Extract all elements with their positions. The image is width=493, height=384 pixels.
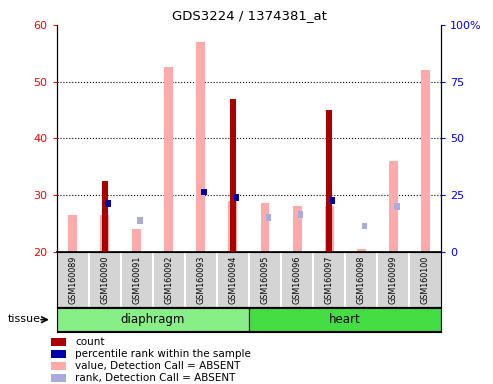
Title: GDS3224 / 1374381_at: GDS3224 / 1374381_at [172, 9, 326, 22]
Bar [106, 200, 111, 207]
Bar [132, 229, 141, 252]
Bar [196, 42, 206, 252]
Text: GSM160099: GSM160099 [388, 256, 398, 305]
Bar [394, 203, 399, 210]
Bar [326, 110, 332, 252]
Text: GSM160090: GSM160090 [100, 256, 109, 305]
Text: value, Detection Call = ABSENT: value, Detection Call = ABSENT [75, 361, 241, 371]
Text: GSM160089: GSM160089 [68, 256, 77, 305]
Bar [298, 211, 303, 218]
Text: GSM160098: GSM160098 [356, 256, 366, 305]
Text: count: count [75, 337, 105, 347]
Bar [362, 223, 367, 229]
Text: rank, Detection Call = ABSENT: rank, Detection Call = ABSENT [75, 373, 236, 383]
Text: heart: heart [329, 313, 361, 326]
Bar [51, 350, 67, 358]
Bar [51, 338, 67, 346]
Text: GSM160096: GSM160096 [292, 256, 302, 305]
Bar [249, 308, 441, 331]
Text: percentile rank within the sample: percentile rank within the sample [75, 349, 251, 359]
Bar [68, 215, 77, 252]
Bar [138, 217, 143, 224]
Bar [164, 68, 174, 252]
Text: GSM160097: GSM160097 [324, 256, 334, 305]
Bar [356, 249, 366, 252]
Bar [260, 204, 270, 252]
Text: GSM160092: GSM160092 [164, 256, 174, 305]
Text: GSM160094: GSM160094 [228, 256, 238, 305]
Bar [100, 215, 109, 252]
Text: diaphragm: diaphragm [121, 313, 185, 326]
Bar [330, 197, 335, 204]
Bar [234, 194, 239, 201]
Bar [57, 308, 249, 331]
Bar [102, 181, 107, 252]
Bar [51, 374, 67, 382]
Text: GSM160093: GSM160093 [196, 256, 206, 305]
Bar [51, 362, 67, 370]
Bar [202, 189, 207, 195]
Bar [421, 70, 430, 252]
Bar [228, 200, 238, 252]
Text: GSM160095: GSM160095 [260, 256, 270, 305]
Text: GSM160091: GSM160091 [132, 256, 141, 305]
Text: GSM160100: GSM160100 [421, 256, 430, 304]
Bar [324, 206, 334, 252]
Bar [230, 99, 236, 252]
Bar [388, 161, 398, 252]
Bar [292, 206, 302, 252]
Text: tissue: tissue [7, 314, 40, 324]
Bar [266, 214, 271, 221]
